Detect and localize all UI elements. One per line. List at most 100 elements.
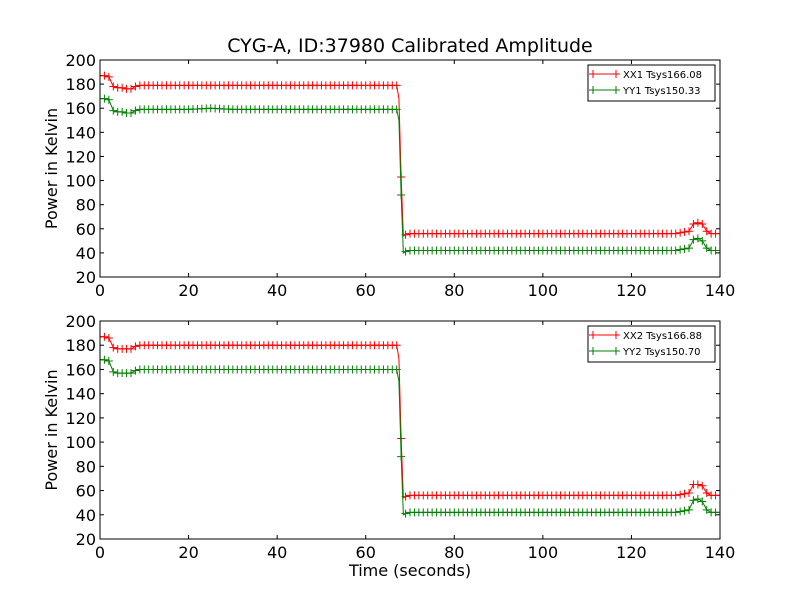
axes-frame [99,59,721,278]
data-point [702,505,711,514]
legend-marker [589,347,597,355]
data-point [100,94,109,103]
y-tick-label: 140 [65,123,96,142]
data-point [671,246,680,255]
legend-marker [612,70,620,78]
data-point [685,505,693,514]
data-point [397,191,406,200]
data-point [698,219,707,228]
legend-label: XX2 Tsys166.88 [623,331,702,342]
y-axis-label: Power in Kelvin [42,369,61,490]
x-tick-label: 120 [616,543,647,562]
y-tick-label: 120 [65,409,96,428]
series-2 [100,355,720,518]
x-tick-label: 40 [267,281,287,300]
x-tick-label: 100 [528,543,559,562]
x-tick-label: 80 [444,543,464,562]
legend-marker [612,331,620,339]
y-tick-label: 180 [65,336,96,355]
axes-frame [99,320,721,540]
x-tick-label: 140 [705,543,736,562]
data-point [118,107,127,116]
data-point [118,83,127,92]
y-tick-label: 20 [76,268,96,287]
data-point [104,95,113,104]
data-point [702,244,711,253]
y-tick-label: 60 [76,482,96,501]
series-1 [100,332,720,501]
data-point [685,244,693,253]
data-point [392,365,401,374]
data-point [127,344,135,353]
y-tick-label: 160 [65,360,96,379]
data-point [702,488,711,497]
x-tick-label: 80 [444,281,464,300]
legend-label: YY2 Tsys150.70 [622,347,701,358]
data-point [716,229,720,238]
data-point [104,72,113,81]
data-point [702,227,711,236]
data-point [392,81,401,90]
x-axis-label: Time (seconds) [348,561,471,580]
data-point [671,491,680,500]
data-point [680,489,689,498]
x-tick-label: 20 [178,543,198,562]
legend-box [587,325,716,363]
data-point [127,109,135,118]
data-point [104,356,113,365]
y-tick-label: 200 [65,51,96,70]
x-tick-label: 40 [267,543,287,562]
y-axis-label: Power in Kelvin [42,108,61,229]
y-tick-label: 200 [65,312,96,331]
data-point [131,106,140,115]
data-point [716,246,720,255]
y-tick-label: 40 [76,244,96,263]
data-point [693,234,702,243]
legend: XX1 Tsys166.08 YY1 Tsys150.33 [587,64,716,102]
data-point [131,342,140,351]
legend-label: YY1 Tsys150.33 [622,86,701,97]
data-point [716,491,720,500]
data-point [698,236,707,245]
data-point [100,355,109,364]
x-tick-label: 60 [356,281,376,300]
data-point [685,227,693,236]
y-tick-label: 20 [76,530,96,549]
x-tick-label: 120 [616,281,647,300]
data-point [131,366,140,375]
series-1 [100,71,720,239]
y-tick-label: 40 [76,506,96,525]
plot-panel-1: 0 20 40 60 80 100 120 1402040608010012014016018… [42,51,735,300]
data-point [100,332,109,341]
data-point [680,244,689,253]
data-point [676,245,685,254]
data-point [127,369,135,378]
legend-marker [589,86,597,94]
legend-marker [589,331,597,339]
legend: XX2 Tsys166.88 YY2 Tsys150.70 [587,325,716,363]
y-tick-label: 100 [65,433,96,452]
data-point [676,490,685,499]
data-point [689,496,698,505]
x-tick-label: 100 [528,281,559,300]
data-point [676,228,685,237]
data-point [693,218,702,227]
data-point [401,247,410,256]
legend-marker [612,86,620,94]
y-tick-label: 120 [65,147,96,166]
data-point [693,495,702,504]
data-point [127,84,135,93]
x-tick-label: 20 [178,281,198,300]
data-point [109,343,118,352]
data-point [716,508,720,517]
x-tick-label: 60 [356,543,376,562]
y-tick-label: 100 [65,172,96,191]
data-point [671,508,680,517]
data-point [685,488,693,497]
y-tick-label: 60 [76,220,96,239]
data-point [100,71,109,80]
data-point [693,480,702,489]
legend-marker [589,70,597,78]
